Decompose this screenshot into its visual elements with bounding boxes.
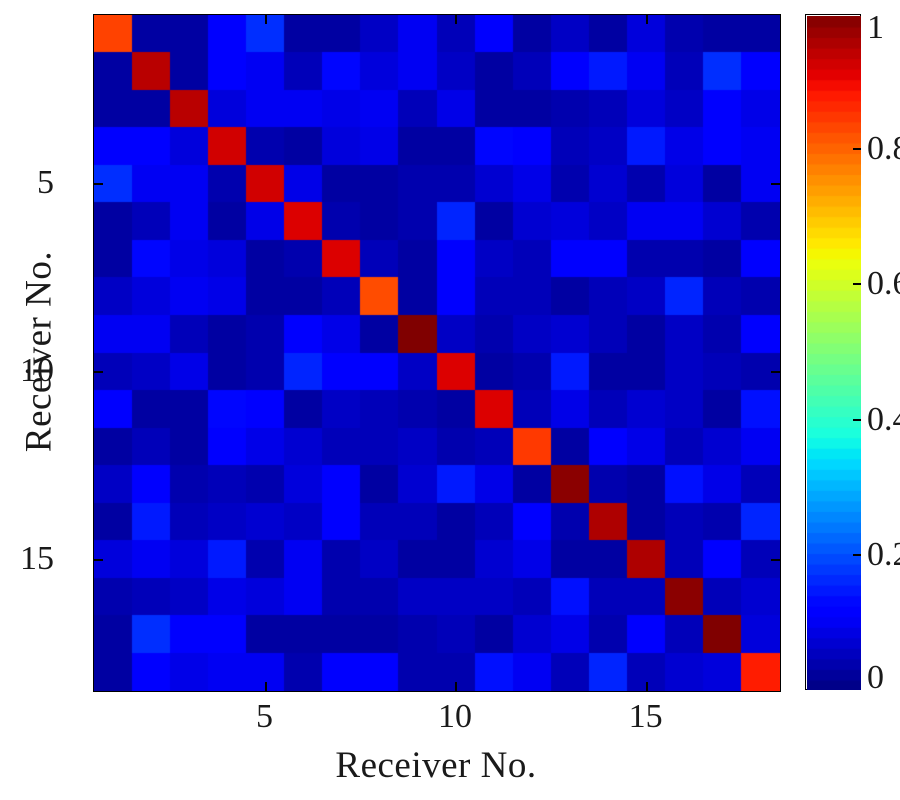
x-tick-15 bbox=[645, 682, 648, 691]
y-tick-label-15: 15 bbox=[20, 539, 54, 577]
colorbar-label-0: 0 bbox=[867, 659, 884, 696]
y-axis-title: Receiver No. bbox=[18, 250, 60, 453]
x-axis-title: Receiver No. bbox=[335, 745, 537, 786]
colorbar-label-0.6: 0.6 bbox=[867, 265, 900, 303]
colorbar-label-1: 1 bbox=[867, 9, 884, 46]
heatmap-plot-area bbox=[93, 14, 781, 692]
heatmap-image bbox=[94, 15, 780, 691]
x-tick-top-10 bbox=[455, 15, 458, 24]
x-tick-label-5: 5 bbox=[256, 698, 273, 735]
y-tick-10 bbox=[94, 370, 103, 373]
y-axis-tick-labels: 5 10 15 bbox=[0, 0, 84, 800]
y-tick-right-5 bbox=[771, 183, 780, 185]
colorbar-label-0.2: 0.2 bbox=[867, 535, 900, 573]
y-tick-label-5: 5 bbox=[37, 164, 54, 201]
x-tick-5 bbox=[264, 682, 267, 691]
y-tick-right-10 bbox=[771, 370, 780, 373]
y-tick-15 bbox=[94, 558, 103, 561]
colorbar-tick-0.2 bbox=[853, 553, 861, 556]
x-tick-label-10: 10 bbox=[438, 698, 473, 735]
x-tick-10 bbox=[455, 682, 458, 691]
x-tick-top-5 bbox=[264, 15, 267, 24]
colorbar-label-0.4: 0.4 bbox=[867, 400, 900, 438]
x-tick-label-15: 15 bbox=[628, 698, 663, 735]
colorbar-tick-0.4 bbox=[853, 418, 861, 421]
colorbar-tick-0.6 bbox=[853, 283, 861, 286]
y-tick-label-10: 10 bbox=[20, 351, 54, 389]
colorbar-image bbox=[807, 16, 861, 690]
colorbar-gradient bbox=[805, 14, 861, 690]
x-tick-top-15 bbox=[645, 15, 648, 24]
y-tick-right-15 bbox=[771, 558, 780, 561]
y-tick-5 bbox=[94, 183, 103, 185]
colorbar-label-0.8: 0.8 bbox=[867, 130, 900, 168]
colorbar-tick-0.8 bbox=[853, 148, 861, 151]
colorbar-container: 1 0.8 0.6 0.4 0.2 0 bbox=[805, 11, 900, 695]
